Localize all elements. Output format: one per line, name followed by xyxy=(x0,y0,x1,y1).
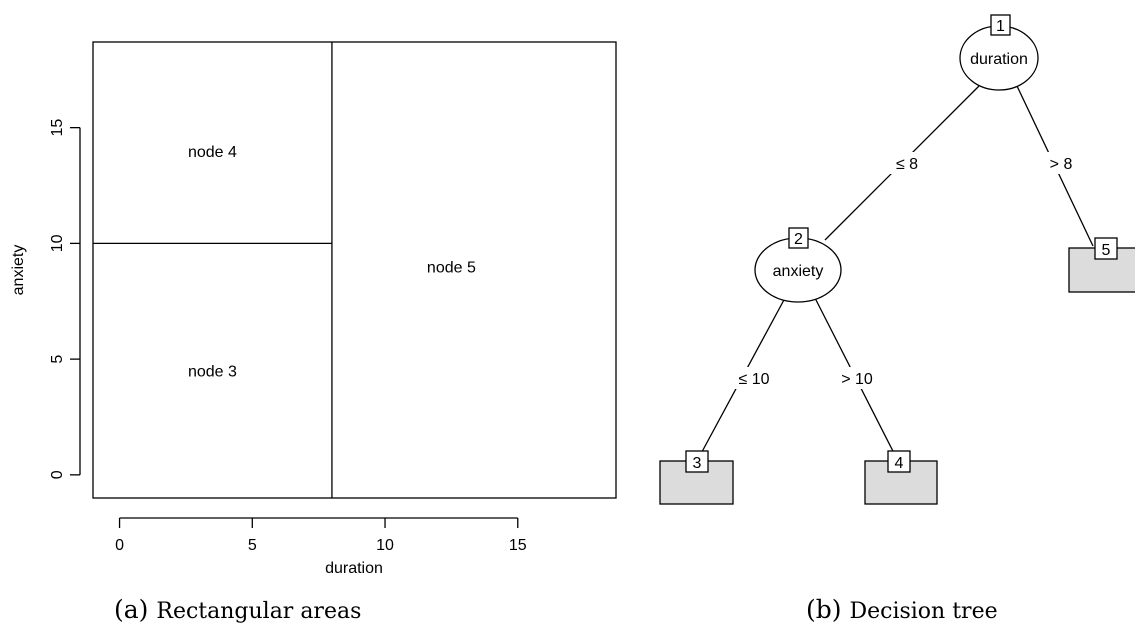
region-label-node-3: node 3 xyxy=(188,364,237,381)
leaf-id-5: 5 xyxy=(1102,242,1111,259)
node-id-1: 1 xyxy=(996,18,1005,35)
edge-label-bg xyxy=(836,367,878,389)
node-label-duration: duration xyxy=(970,51,1028,68)
panel-decision-tree: ≤ 8 > 8 ≤ 10 > 10 duration 1 anxiety 2 3… xyxy=(659,14,1135,624)
region-label-node-5: node 5 xyxy=(427,260,476,277)
edge-label-bg xyxy=(889,152,925,174)
plot-frame xyxy=(92,41,617,499)
caption-a-text: Rectangular areas xyxy=(156,599,361,624)
leaf-node-3 xyxy=(659,460,734,505)
leaf-id-3: 3 xyxy=(693,455,702,472)
caption-b: (b) Decision tree xyxy=(806,595,998,624)
caption-b-label: (b) xyxy=(806,595,842,624)
edge-label-le-10: ≤ 10 xyxy=(738,371,769,388)
y-tick-label: 10 xyxy=(49,234,66,252)
caption-a-label: (a) xyxy=(114,595,148,624)
edge-label-gt-8: > 8 xyxy=(1050,156,1073,173)
leaf-id-box-4 xyxy=(887,450,911,473)
y-tick-label: 5 xyxy=(49,355,66,364)
x-tick-label: 5 xyxy=(248,537,257,554)
leaf-id-box-5 xyxy=(1094,237,1118,260)
edge-label-bg xyxy=(1043,152,1079,174)
x-tick-label: 15 xyxy=(509,537,527,554)
y-axis-label: anxiety xyxy=(10,245,27,296)
node-id-2: 2 xyxy=(794,231,803,248)
leaf-id-4: 4 xyxy=(895,455,904,472)
edge-label-gt-10: > 10 xyxy=(841,371,873,388)
edge-label-le-8: ≤ 8 xyxy=(896,156,918,173)
node-label-anxiety: anxiety xyxy=(773,263,824,280)
panel-rectangular-areas: node 4 node 3 node 5 0 5 10 15 duration … xyxy=(10,41,617,624)
x-axis-label: duration xyxy=(325,560,383,577)
y-tick-label: 15 xyxy=(49,119,66,137)
y-tick-label: 0 xyxy=(49,470,66,479)
x-tick-label: 0 xyxy=(115,537,124,554)
x-tick-label: 10 xyxy=(376,537,394,554)
node-id-box-1 xyxy=(990,14,1011,36)
edge-label-bg xyxy=(733,367,775,389)
caption-a: (a) Rectangular areas xyxy=(114,595,361,624)
leaf-id-box-3 xyxy=(685,450,709,473)
caption-b-text: Decision tree xyxy=(849,599,997,624)
region-label-node-4: node 4 xyxy=(188,144,237,161)
node-id-box-2 xyxy=(788,227,809,249)
